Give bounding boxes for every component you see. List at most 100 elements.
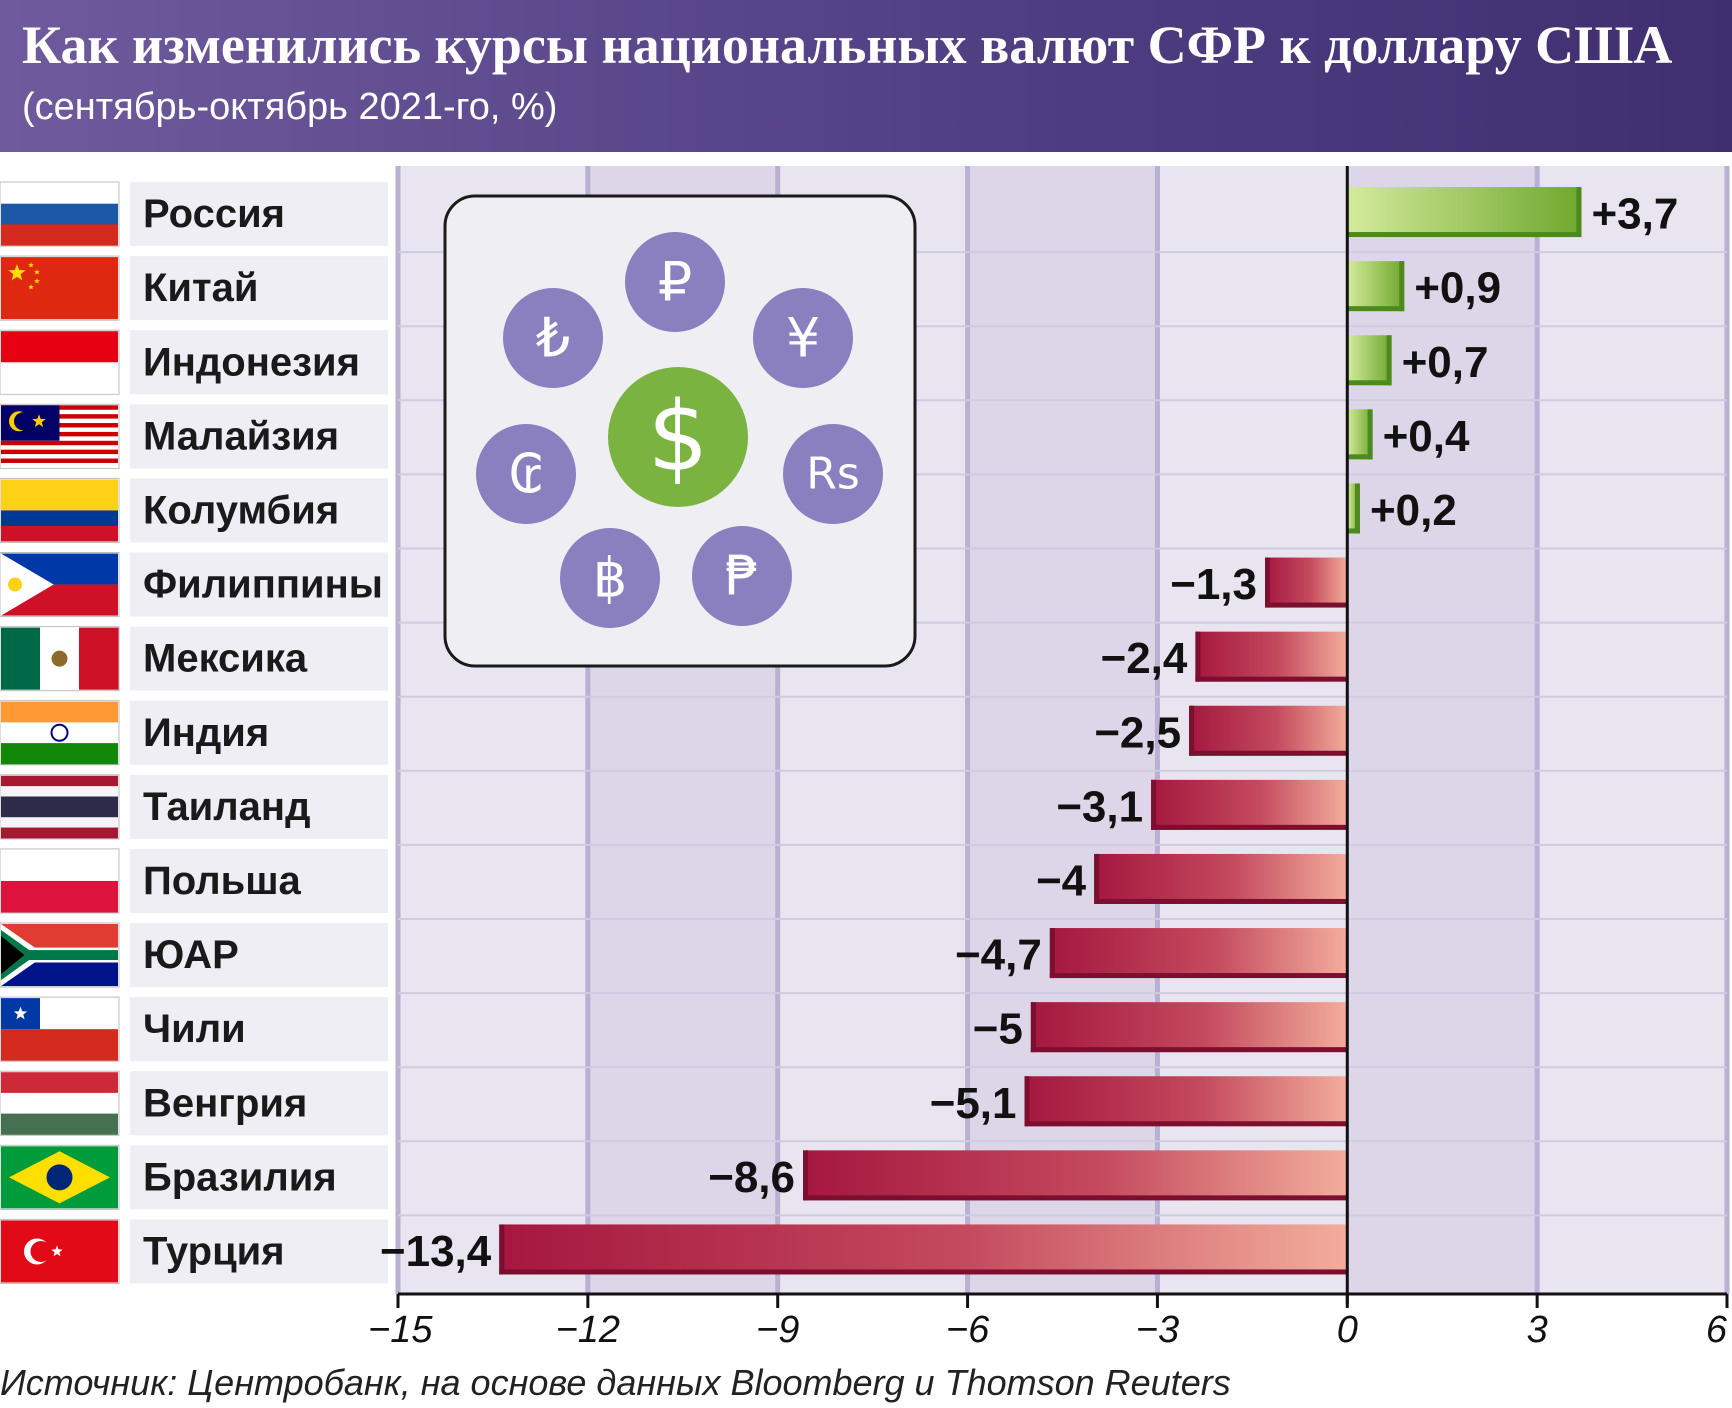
- bar-shadow: [1265, 602, 1348, 608]
- svg-text:₽: ₽: [658, 251, 692, 314]
- country-label-bg: [130, 404, 388, 469]
- country-label-bg: [130, 700, 388, 765]
- bar-shadow: [1030, 1047, 1348, 1053]
- hungary-flag: [0, 1070, 120, 1136]
- x-tick-label: −12: [556, 1309, 620, 1351]
- bar-edge: [1367, 409, 1373, 460]
- data-label: +0,7: [1402, 338, 1489, 387]
- data-label: +0,4: [1383, 412, 1470, 461]
- country-label: Бразилия: [143, 1155, 337, 1199]
- country-label: Турция: [143, 1229, 285, 1273]
- country-label-bg: [130, 330, 388, 395]
- turkey-flag: [0, 1218, 120, 1285]
- ruble-icon: ₽: [625, 232, 725, 332]
- data-label: −13,4: [380, 1227, 492, 1276]
- peso-icon: ₱: [692, 526, 792, 626]
- x-tick-label: −9: [756, 1309, 799, 1351]
- country-label-bg: [130, 182, 388, 247]
- country-label-bg: [130, 774, 388, 839]
- bar-edge: [1576, 187, 1582, 238]
- bar-edge: [1094, 853, 1100, 904]
- chart-title: Как изменились курсы национальных валют …: [22, 15, 1673, 75]
- country-label-bg: [130, 626, 388, 691]
- bar-edge: [1189, 705, 1195, 756]
- bar-shadow: [1151, 824, 1348, 830]
- bar-edge: [1399, 261, 1405, 312]
- country-label-bg: [130, 256, 388, 321]
- dollar-icon: $: [608, 367, 748, 507]
- bar-shadow: [499, 1269, 1348, 1275]
- x-tick-label: −6: [946, 1309, 990, 1351]
- data-label: −5: [973, 1005, 1023, 1054]
- bar: [1049, 928, 1348, 979]
- bar-edge: [499, 1224, 505, 1275]
- baht-icon: ฿: [560, 528, 660, 628]
- country-label-bg: [130, 478, 388, 543]
- data-label: −2,5: [1094, 708, 1181, 757]
- bar-shadow: [1094, 898, 1348, 904]
- data-label: +0,2: [1370, 486, 1457, 535]
- mexico-flag: [0, 626, 120, 692]
- country-label: Россия: [143, 192, 285, 236]
- colombia-flag: [0, 477, 120, 543]
- malaysia-flag: [0, 403, 120, 469]
- country-label-bg: [130, 848, 388, 913]
- bar: [803, 1150, 1348, 1201]
- bar-shadow: [1347, 306, 1405, 312]
- country-label: Колумбия: [143, 488, 339, 532]
- x-tick-label: 3: [1527, 1309, 1548, 1351]
- country-label-bg: [130, 552, 388, 617]
- country-label-bg: [130, 997, 388, 1062]
- bar-edge: [1024, 1076, 1030, 1127]
- svg-text:₺: ₺: [536, 307, 570, 370]
- bar-edge: [803, 1150, 809, 1201]
- russia-flag: [0, 181, 120, 247]
- header: Как изменились курсы национальных валют …: [0, 0, 1732, 152]
- data-label: −1,3: [1170, 560, 1257, 609]
- data-label: −8,6: [708, 1153, 795, 1202]
- india-flag: [0, 700, 120, 766]
- bar-edge: [1151, 779, 1157, 830]
- bar-shadow: [1347, 454, 1373, 460]
- data-label: +0,9: [1414, 264, 1501, 313]
- svg-text:Rs: Rs: [806, 449, 860, 500]
- bar-edge: [1049, 928, 1055, 979]
- country-label: Индия: [143, 711, 269, 755]
- bar: [1094, 853, 1348, 904]
- data-label: −4: [1036, 856, 1087, 905]
- bar-edge: [1265, 557, 1271, 608]
- bar-shadow: [1347, 232, 1582, 238]
- x-tick-label: 6: [1706, 1309, 1728, 1351]
- south-africa-flag: [0, 922, 120, 988]
- data-label: −2,4: [1101, 634, 1188, 683]
- chart-subtitle: (сентябрь-октябрь 2021-го, %): [22, 86, 558, 128]
- chile-flag: [0, 996, 120, 1062]
- bar: [1265, 557, 1348, 608]
- bar-shadow: [1347, 380, 1392, 386]
- country-label-bg: [130, 1071, 388, 1136]
- country-label: Венгрия: [143, 1081, 307, 1125]
- bar-shadow: [1347, 528, 1360, 534]
- brazil-flag: [0, 1144, 120, 1210]
- country-label: Индонезия: [143, 340, 360, 384]
- bar: [1347, 187, 1582, 238]
- country-label: Мексика: [143, 637, 308, 681]
- bar: [1030, 1002, 1348, 1053]
- svg-text:¥: ¥: [786, 307, 820, 370]
- indonesia-flag: [0, 329, 120, 395]
- lira-icon: ₺: [503, 288, 603, 388]
- data-label: −3,1: [1056, 782, 1143, 831]
- bar: [1189, 705, 1348, 756]
- bar: [1347, 335, 1392, 386]
- data-label: +3,7: [1591, 190, 1678, 239]
- bar-edge: [1195, 631, 1201, 682]
- bar-shadow: [1195, 676, 1348, 682]
- bar-shadow: [1189, 750, 1348, 756]
- x-tick-label: −15: [368, 1309, 433, 1351]
- bar-edge: [1030, 1002, 1036, 1053]
- x-tick-label: 0: [1337, 1309, 1358, 1351]
- bar: [1195, 631, 1348, 682]
- bar-shadow: [1049, 973, 1348, 979]
- bar-chart: Россия Китай Индонезия Малайзия Колумбия Фили…: [0, 166, 1730, 1351]
- country-label: Таиланд: [143, 785, 310, 829]
